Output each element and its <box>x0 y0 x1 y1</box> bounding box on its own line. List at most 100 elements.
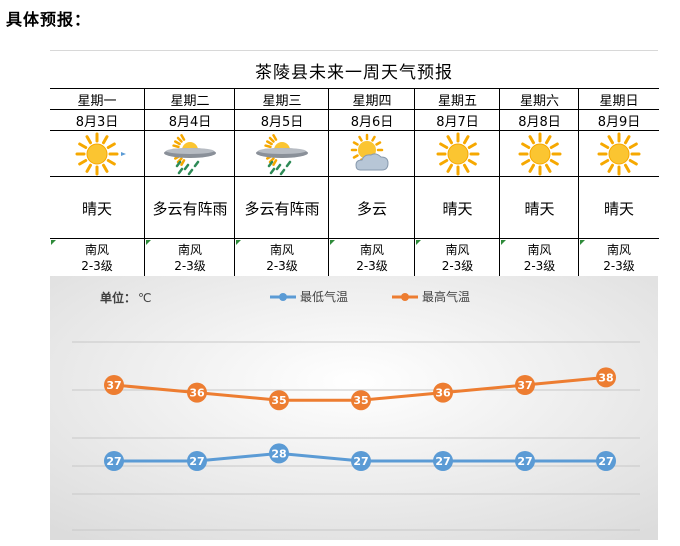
wind-level: 2-3级 <box>174 259 206 273</box>
corner-marker <box>330 240 335 245</box>
weather-condition: 晴天 <box>579 176 659 239</box>
data-point <box>187 451 207 471</box>
weather-condition: 晴天 <box>415 176 500 239</box>
weather-condition: 晴天 <box>50 176 144 239</box>
corner-marker <box>416 240 421 245</box>
temperature-chart: 单位： ℃ 最低气温 最高气温 27 27 28 27 27 27 27 37 36 35 35 36 37 38 <box>50 276 658 540</box>
wind-direction: 南风 <box>445 243 470 257</box>
wind-direction: 南风 <box>269 243 294 257</box>
day-column: 星期二 8月4日多云有阵雨南风 2-3级 <box>144 88 235 276</box>
data-point <box>433 451 453 471</box>
data-label: 27 <box>517 455 532 468</box>
data-label: 27 <box>598 455 613 468</box>
day-column: 星期五 8月7日晴天南风 2-3级 <box>414 88 500 276</box>
cloud-rain-icon <box>164 134 216 176</box>
data-label: 27 <box>106 455 121 468</box>
wind-direction: 南风 <box>527 243 552 257</box>
day-date: 8月3日 <box>50 109 144 131</box>
day-name: 星期二 <box>145 88 235 110</box>
data-label: 35 <box>353 394 368 407</box>
data-point <box>351 390 371 411</box>
wind-cell: 南风 2-3级 <box>579 238 659 277</box>
forecast-table: 茶陵县未来一周天气预报 星期一 8月3日 晴天 南风 2-3级 星期二 8月4日 多云有阵雨南… <box>50 50 659 277</box>
sun-icon <box>518 132 561 176</box>
data-label: 27 <box>353 455 368 468</box>
legend-marker <box>401 293 409 301</box>
wind-cell: 南风 2-3级 <box>500 238 579 277</box>
sun-icon <box>500 130 579 177</box>
data-point <box>515 375 535 395</box>
data-label: 37 <box>517 379 532 392</box>
day-date: 8月8日 <box>500 109 579 131</box>
legend-label: 最低气温 <box>300 289 348 304</box>
data-label: 27 <box>189 455 204 468</box>
data-point <box>596 451 616 471</box>
day-date: 8月6日 <box>329 109 415 131</box>
data-label: 35 <box>271 394 286 407</box>
corner-marker <box>501 240 506 245</box>
wind-level: 2-3级 <box>523 259 556 273</box>
corner-marker <box>51 240 56 245</box>
wind-level: 2-3级 <box>356 259 388 273</box>
corner-marker <box>580 240 585 245</box>
wind-level: 2-3级 <box>266 259 298 273</box>
day-date: 8月9日 <box>579 109 659 131</box>
section-heading: 具体预报： <box>6 10 92 29</box>
partly-cloudy-icon <box>350 133 389 171</box>
legend-marker <box>279 293 287 301</box>
forecast-card: 茶陵县未来一周天气预报 星期一 8月3日 晴天 南风 2-3级 星期二 8月4日 多云有阵雨南… <box>50 50 659 540</box>
day-column: 星期四 8月6日多云南风 2-3级 <box>328 88 415 276</box>
cloud-rain-icon <box>256 134 308 176</box>
data-label: 36 <box>189 387 205 400</box>
day-date: 8月7日 <box>415 109 500 131</box>
wind-cell: 南风 2-3级 <box>235 238 329 277</box>
legend-label: 最高气温 <box>422 289 470 304</box>
sun-icon <box>436 132 479 176</box>
corner-marker <box>236 240 241 245</box>
day-date: 8月4日 <box>145 109 235 131</box>
data-point <box>515 451 535 471</box>
wind-direction: 南风 <box>359 243 384 257</box>
wind-level: 2-3级 <box>81 259 113 273</box>
wind-level: 2-3级 <box>441 259 474 273</box>
weather-condition: 多云有阵雨 <box>235 176 329 239</box>
wind-cell: 南风 2-3级 <box>329 238 415 277</box>
sun-icon <box>579 130 659 177</box>
sun-icon <box>415 130 500 177</box>
data-point <box>433 382 453 403</box>
weather-condition: 多云有阵雨 <box>145 176 235 239</box>
wind-direction: 南风 <box>84 243 109 257</box>
unit-value: ℃ <box>138 291 151 305</box>
day-name: 星期日 <box>579 88 659 110</box>
wind-cell: 南风 2-3级 <box>145 238 235 277</box>
sun-icon <box>597 132 641 176</box>
table-title: 茶陵县未来一周天气预报 <box>50 50 658 89</box>
day-name: 星期六 <box>500 88 579 110</box>
wind-direction: 南风 <box>177 243 202 257</box>
data-point <box>104 375 124 395</box>
data-label: 37 <box>106 379 121 392</box>
day-name: 星期三 <box>235 88 329 110</box>
data-point <box>104 451 124 471</box>
cloud-rain-icon <box>145 130 235 177</box>
sun-icon <box>50 130 144 177</box>
partly-cloudy-icon <box>329 130 415 177</box>
data-label: 36 <box>435 387 451 400</box>
cloud-rain-icon <box>235 130 329 177</box>
weather-condition: 多云 <box>329 176 415 239</box>
corner-marker <box>146 240 151 245</box>
data-label: 38 <box>598 371 613 384</box>
unit-label: 单位： <box>100 290 136 305</box>
wind-direction: 南风 <box>606 243 631 257</box>
day-name: 星期四 <box>329 88 415 110</box>
day-column: 星期三 8月5日多云有阵雨南风 2-3级 <box>234 88 329 276</box>
weather-condition: 晴天 <box>500 176 579 239</box>
data-point <box>596 367 616 388</box>
data-point <box>187 382 207 403</box>
day-name: 星期一 <box>50 88 144 110</box>
data-point <box>269 390 289 411</box>
wind-cell: 南风 2-3级 <box>415 238 500 277</box>
day-name: 星期五 <box>415 88 500 110</box>
day-date: 8月5日 <box>235 109 329 131</box>
data-label: 28 <box>271 447 286 460</box>
